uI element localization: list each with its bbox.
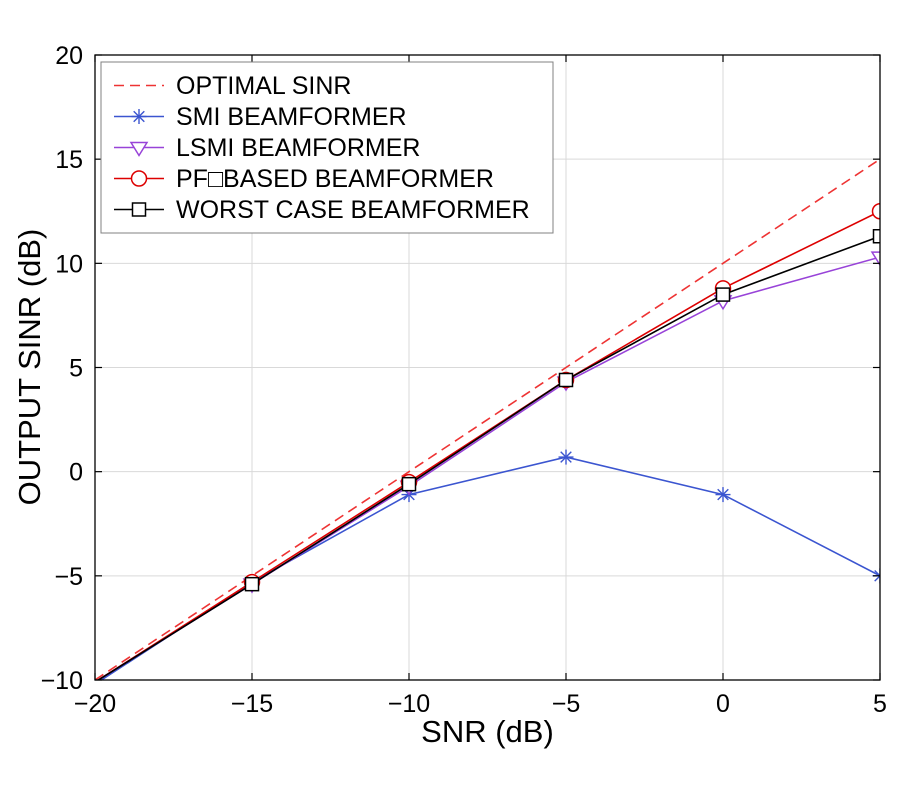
x-tick-label: −20 (74, 690, 116, 718)
legend-label: LSMI BEAMFORMER (176, 134, 420, 162)
y-tick-label: 0 (69, 459, 83, 487)
triangle-down-marker (870, 251, 880, 267)
legend-label: OPTIMAL SINR (176, 72, 352, 100)
square-marker (872, 229, 880, 244)
y-tick-label: 20 (55, 42, 83, 70)
y-tick-label: −10 (41, 667, 83, 695)
asterisk-marker (558, 449, 574, 465)
series-line-worst-case-beamformer (96, 235, 880, 680)
series-optimal-sinr (95, 158, 880, 680)
y-tick-label: −5 (54, 563, 83, 591)
legend-box (100, 61, 554, 234)
x-tick-label: 5 (873, 690, 887, 718)
x-tick-label: 0 (716, 690, 730, 718)
x-axis-label: SNR (dB) (421, 714, 554, 749)
y-tick-label: 5 (69, 355, 83, 383)
square-marker (401, 476, 417, 492)
asterisk-marker (715, 487, 731, 503)
legend-label: SMI BEAMFORMER (176, 103, 407, 131)
square-marker (558, 372, 574, 388)
y-axis-label: OUTPUT SINR (dB) (12, 228, 47, 506)
x-tick-label: −10 (388, 690, 430, 718)
y-tick-label: 15 (55, 146, 83, 174)
series-line-pf-based-beamformer (96, 210, 880, 680)
x-tick-label: −15 (231, 690, 273, 718)
square-marker (244, 576, 260, 592)
legend-label: PF□BASED BEAMFORMER (176, 165, 494, 193)
legend-label: WORST CASE BEAMFORMER (176, 196, 530, 224)
legend: OPTIMAL SINR SMI BEAMFORMER LSMI BEAMFORME… (100, 61, 554, 234)
series-worst-case-beamformer (96, 229, 880, 680)
series-line-optimal-sinr (95, 158, 880, 680)
circle-marker (130, 170, 148, 187)
triangle-down-marker (129, 141, 149, 157)
square-marker (715, 287, 731, 302)
square-marker (131, 202, 147, 217)
x-tick-label: −5 (552, 690, 581, 718)
asterisk-marker (131, 109, 147, 124)
circle-marker (871, 203, 880, 220)
y-tick-label: 10 (55, 250, 83, 278)
